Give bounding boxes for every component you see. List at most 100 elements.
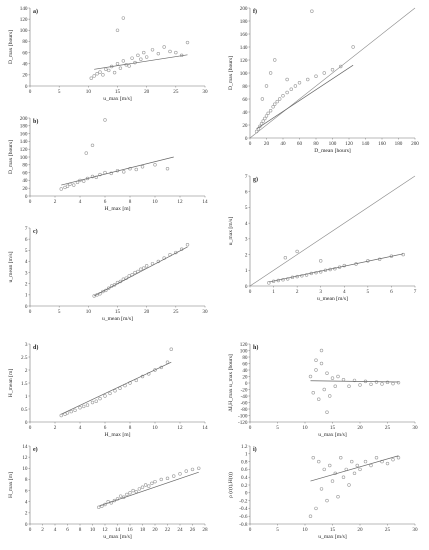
chart-panel-a: 0 5 10 15 20 25 30 0 20 40 60 80 100 120 140 a) u_max [m… <box>8 6 208 102</box>
x-tick-label: 6 <box>66 527 69 533</box>
y-tick-label: 200 <box>240 6 248 12</box>
data-point <box>165 167 170 171</box>
chart-panel-d: 0 2 4 6 8 10 12 14 0 0.5 1 1.5 2 2.5 3 d) H_max [m] H_mea… <box>8 342 208 438</box>
data-point <box>97 505 101 509</box>
x-tick-label: 30 <box>202 89 208 95</box>
y-tick-label: 12 <box>22 455 28 461</box>
data-point <box>121 16 126 20</box>
x-tick-label: 6 <box>390 289 393 295</box>
data-point <box>89 76 93 80</box>
y-tick-label: 6 <box>25 488 28 494</box>
x-tick-label: 18 <box>140 527 146 533</box>
chart-panel-i: 0 5 10 15 20 25 30-0.8-0.6-0.4-0.200.20.40.60.… <box>227 444 418 540</box>
data-point <box>95 72 99 76</box>
y-tick-label: 40 <box>22 178 28 184</box>
data-point <box>330 479 335 483</box>
data-point <box>304 273 309 277</box>
data-point <box>197 466 201 470</box>
y-tick-label: -0.2 <box>239 498 248 504</box>
data-point <box>281 94 285 98</box>
x-tick-label: 14 <box>115 527 121 533</box>
x-tick-label: 14 <box>202 425 208 431</box>
data-point <box>112 70 117 75</box>
data-point <box>118 494 123 498</box>
panel-label: e) <box>33 446 38 453</box>
y-tick-label: 20 <box>242 123 248 129</box>
y-tick-label: 20 <box>22 186 28 192</box>
data-point <box>118 66 123 70</box>
x-tick-label: 5 <box>367 289 370 295</box>
x-tick-label: 40 <box>280 141 286 147</box>
x-tick-label: 7 <box>414 289 417 295</box>
y-tick-label: 0 <box>25 84 28 90</box>
data-point <box>314 358 318 362</box>
data-point <box>92 74 96 78</box>
data-point <box>113 389 117 393</box>
y-tick-label: 80 <box>22 163 28 169</box>
x-tick-label: 10 <box>302 425 308 431</box>
x-tick-label: 0 <box>29 309 32 315</box>
data-point <box>153 479 157 484</box>
x-tick-label: 100 <box>329 141 337 147</box>
x-tick-label: 20 <box>357 527 363 533</box>
x-tick-label: 0 <box>29 89 32 95</box>
x-tick-label: 160 <box>378 141 386 147</box>
data-point <box>92 294 96 298</box>
y-tick-label: 2.5 <box>21 355 28 361</box>
data-point <box>308 514 313 518</box>
data-point <box>295 249 299 254</box>
y-tick-label: 160 <box>240 32 248 38</box>
x-tick-label: 2 <box>54 425 57 431</box>
data-point <box>122 170 126 174</box>
x-tick-label: 0 <box>249 527 252 533</box>
y-tick-label: 0 <box>25 522 28 528</box>
x-tick-label: 5 <box>276 425 279 431</box>
data-point <box>314 368 318 372</box>
y-tick-label: 4 <box>25 259 28 265</box>
data-point <box>263 116 267 121</box>
x-tick-label: 12 <box>102 527 108 533</box>
chart-panel-f: 0 20 40 60 80 100 120 140 160 180 200 0 20 40 60 80 100 1… <box>228 6 419 154</box>
data-point <box>266 111 270 116</box>
data-point <box>104 67 108 71</box>
trend-line <box>310 455 399 482</box>
data-point <box>127 64 131 68</box>
data-point <box>133 270 137 275</box>
y-tick-label: 0 <box>25 194 28 200</box>
data-point <box>98 396 102 401</box>
y-tick-label: -0.8 <box>239 522 248 528</box>
data-point <box>82 179 86 183</box>
x-tick-label: 25 <box>173 309 179 315</box>
x-tick-label: 16 <box>127 527 133 533</box>
x-tick-label: 20 <box>264 141 270 147</box>
data-point <box>322 71 326 75</box>
y-axis-label: u_max [m/s] <box>228 217 234 246</box>
data-point <box>162 45 166 49</box>
data-point <box>84 151 88 155</box>
data-point <box>140 165 145 169</box>
data-point <box>159 477 163 482</box>
data-point <box>258 124 262 129</box>
data-point <box>82 404 86 409</box>
panel-label: f) <box>253 8 257 15</box>
data-point <box>115 497 120 501</box>
data-point <box>319 487 324 491</box>
y-tick-label: 0 <box>245 491 248 497</box>
x-tick-label: 2 <box>41 527 44 533</box>
y-tick-label: 1 <box>25 293 28 299</box>
y-tick-label: 2 <box>25 282 28 288</box>
data-point <box>293 84 298 88</box>
x-tick-label: 10 <box>152 199 158 205</box>
x-tick-label: 30 <box>202 309 208 315</box>
y-tick-label: 2 <box>245 252 248 258</box>
y-tick-label: 120 <box>20 147 28 153</box>
x-tick-label: 3 <box>319 289 322 295</box>
data-point <box>121 59 126 63</box>
data-point <box>311 456 315 460</box>
data-point <box>73 408 77 412</box>
panel-label: d) <box>33 344 38 351</box>
x-tick-label: 10 <box>90 527 96 533</box>
data-point <box>190 467 195 472</box>
data-point <box>328 463 332 468</box>
